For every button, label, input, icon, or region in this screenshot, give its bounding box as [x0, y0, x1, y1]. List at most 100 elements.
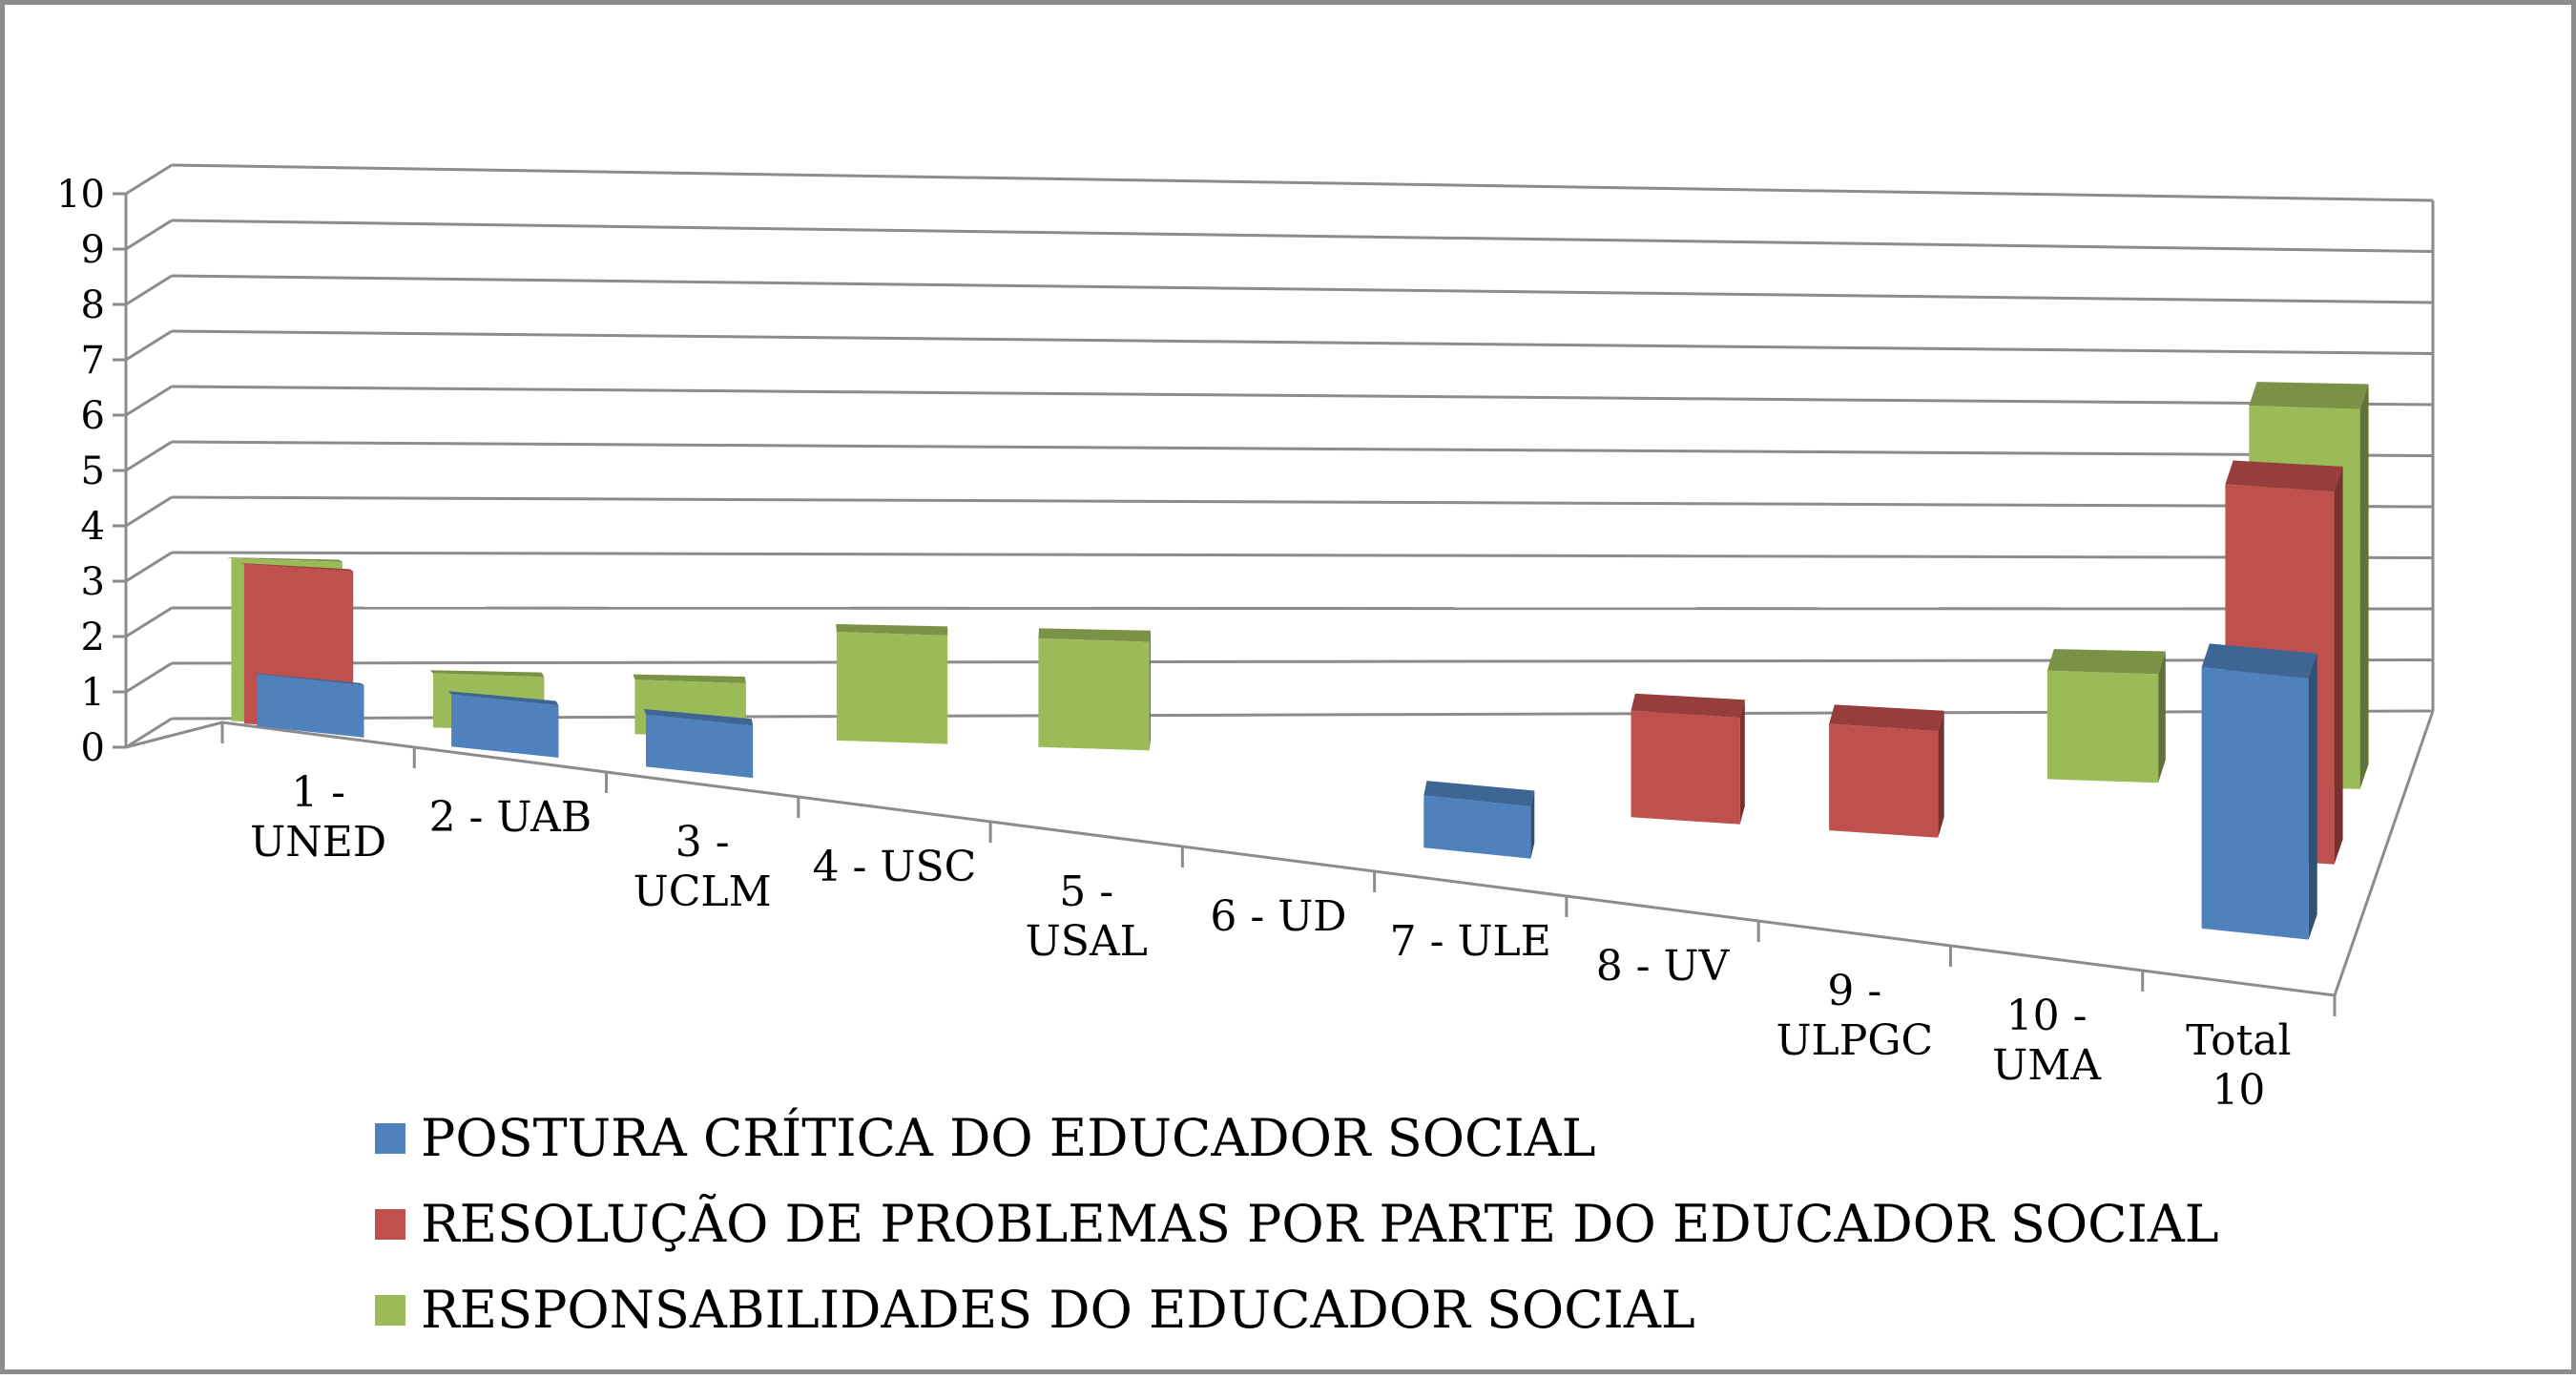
gridlines — [113, 163, 2435, 1016]
x-category-label: 5 -USAL — [1026, 867, 1148, 966]
y-tick-label: 1 — [81, 671, 105, 715]
y-tick-label: 7 — [81, 339, 105, 383]
gridline — [171, 163, 2434, 202]
gridline-slant — [125, 440, 173, 472]
bar-top — [429, 670, 545, 678]
legend-label: POSTURA CRÍTICA DO EDUCADOR SOCIAL — [421, 1107, 1596, 1168]
bar-top — [2249, 382, 2369, 409]
bar — [1423, 781, 1535, 859]
legend-swatch — [375, 1295, 405, 1326]
bar-top — [2201, 643, 2317, 679]
bar-side — [2334, 466, 2343, 865]
bar-top — [2046, 649, 2166, 675]
bar-side — [1739, 700, 1745, 825]
bar-top — [1038, 628, 1151, 642]
gridline-slant — [125, 661, 173, 694]
bar — [836, 624, 948, 744]
bar — [447, 691, 559, 758]
gridline-slant — [125, 717, 173, 749]
bar-top — [836, 624, 948, 636]
legend: POSTURA CRÍTICA DO EDUCADOR SOCIAL RESOLU… — [375, 1107, 2219, 1340]
bar — [252, 673, 364, 738]
gridline-slant — [125, 163, 173, 196]
gridline — [171, 495, 2434, 509]
bar-front — [1631, 710, 1740, 825]
gridline — [171, 329, 2434, 355]
bar — [1631, 693, 1745, 825]
bar-top — [1631, 693, 1745, 719]
legend-label: RESOLUÇÃO DE PROBLEMAS POR PARTE DO EDUC… — [421, 1193, 2219, 1254]
x-category-label: 7 - ULE — [1390, 917, 1551, 966]
gridline-slant — [125, 329, 173, 362]
bar-front — [1423, 795, 1531, 859]
bar-side — [1530, 790, 1535, 859]
bar-top — [226, 557, 343, 562]
x-category-label: 10 -UMA — [1992, 992, 2102, 1090]
bar-front — [1038, 637, 1150, 751]
x-category-label: 3 -UCLM — [634, 818, 772, 916]
gridline-slant — [125, 551, 173, 583]
bar-top — [447, 691, 559, 706]
bar-side — [2158, 651, 2166, 784]
gridline — [171, 219, 2434, 253]
bar-side — [2359, 384, 2369, 789]
y-tick-label: 2 — [81, 616, 105, 659]
gridline — [171, 385, 2434, 407]
x-category-label: Total 10 — [2186, 1016, 2291, 1115]
bar — [644, 709, 754, 779]
gridline — [171, 551, 2434, 559]
bar — [2046, 649, 2166, 784]
gridline — [171, 274, 2434, 304]
bar-front — [836, 632, 948, 744]
gridline-slant — [125, 495, 173, 528]
bar-top — [252, 673, 364, 685]
x-category-label: 4 - USC — [813, 843, 977, 891]
y-tick-label: 10 — [56, 173, 105, 217]
bar-side — [1149, 630, 1151, 751]
floor-outline — [125, 710, 2435, 997]
y-axis-tick-labels: 0 1 2 3 4 5 6 7 8 9 10 — [56, 173, 105, 770]
y-tick-label: 6 — [81, 394, 105, 438]
legend-label: RESPONSABILIDADES DO EDUCADOR SOCIAL — [421, 1280, 1695, 1340]
legend-swatch — [375, 1209, 405, 1240]
gridline — [171, 440, 2434, 457]
x-axis-category-labels: 1 -UNED 2 - UAB 3 -UCLM 4 - USC 5 -USAL 6 - U… — [250, 768, 2291, 1115]
bar-top — [239, 563, 354, 572]
bar-front — [1829, 723, 1939, 838]
bar-front — [451, 694, 559, 758]
bar-top — [1829, 704, 1944, 732]
chart-svg: 0 1 2 3 4 5 6 7 8 9 10 1 -UNED 2 - UAB 3 -UCLM 4 - US… — [56, 163, 2435, 1340]
y-tick-label: 5 — [81, 449, 105, 493]
y-tick-label: 8 — [81, 283, 105, 327]
bar-top — [644, 709, 754, 726]
x-category-label: 1 -UNED — [250, 768, 386, 867]
bar-top — [2225, 460, 2343, 492]
bar-side — [2308, 653, 2317, 940]
bar-top — [633, 674, 746, 683]
y-tick-label: 9 — [81, 228, 105, 272]
gridline-slant — [125, 606, 173, 638]
x-category-label: 9 -ULPGC — [1776, 967, 1933, 1065]
y-tick-label: 3 — [81, 560, 105, 604]
x-category-label: 6 - UD — [1210, 892, 1346, 941]
bar-front — [257, 674, 364, 738]
bar-front — [2201, 667, 2309, 940]
bars — [226, 382, 2369, 940]
bar-top — [1423, 781, 1535, 807]
legend-swatch — [375, 1123, 405, 1154]
gridline-slant — [125, 219, 173, 251]
bar-front — [646, 714, 754, 779]
bar-side — [1938, 710, 1944, 838]
gridline-slant — [125, 274, 173, 306]
gridline-slant — [125, 385, 173, 417]
bar — [2201, 643, 2317, 940]
x-category-label: 8 - UV — [1596, 942, 1731, 991]
y-tick-label: 0 — [81, 726, 105, 770]
bar-front — [2046, 670, 2159, 784]
y-tick-label: 4 — [81, 505, 105, 549]
bar — [1038, 628, 1151, 751]
gridline — [171, 606, 2434, 611]
x-category-label: 2 - UAB — [429, 793, 592, 842]
bar — [1829, 704, 1944, 838]
